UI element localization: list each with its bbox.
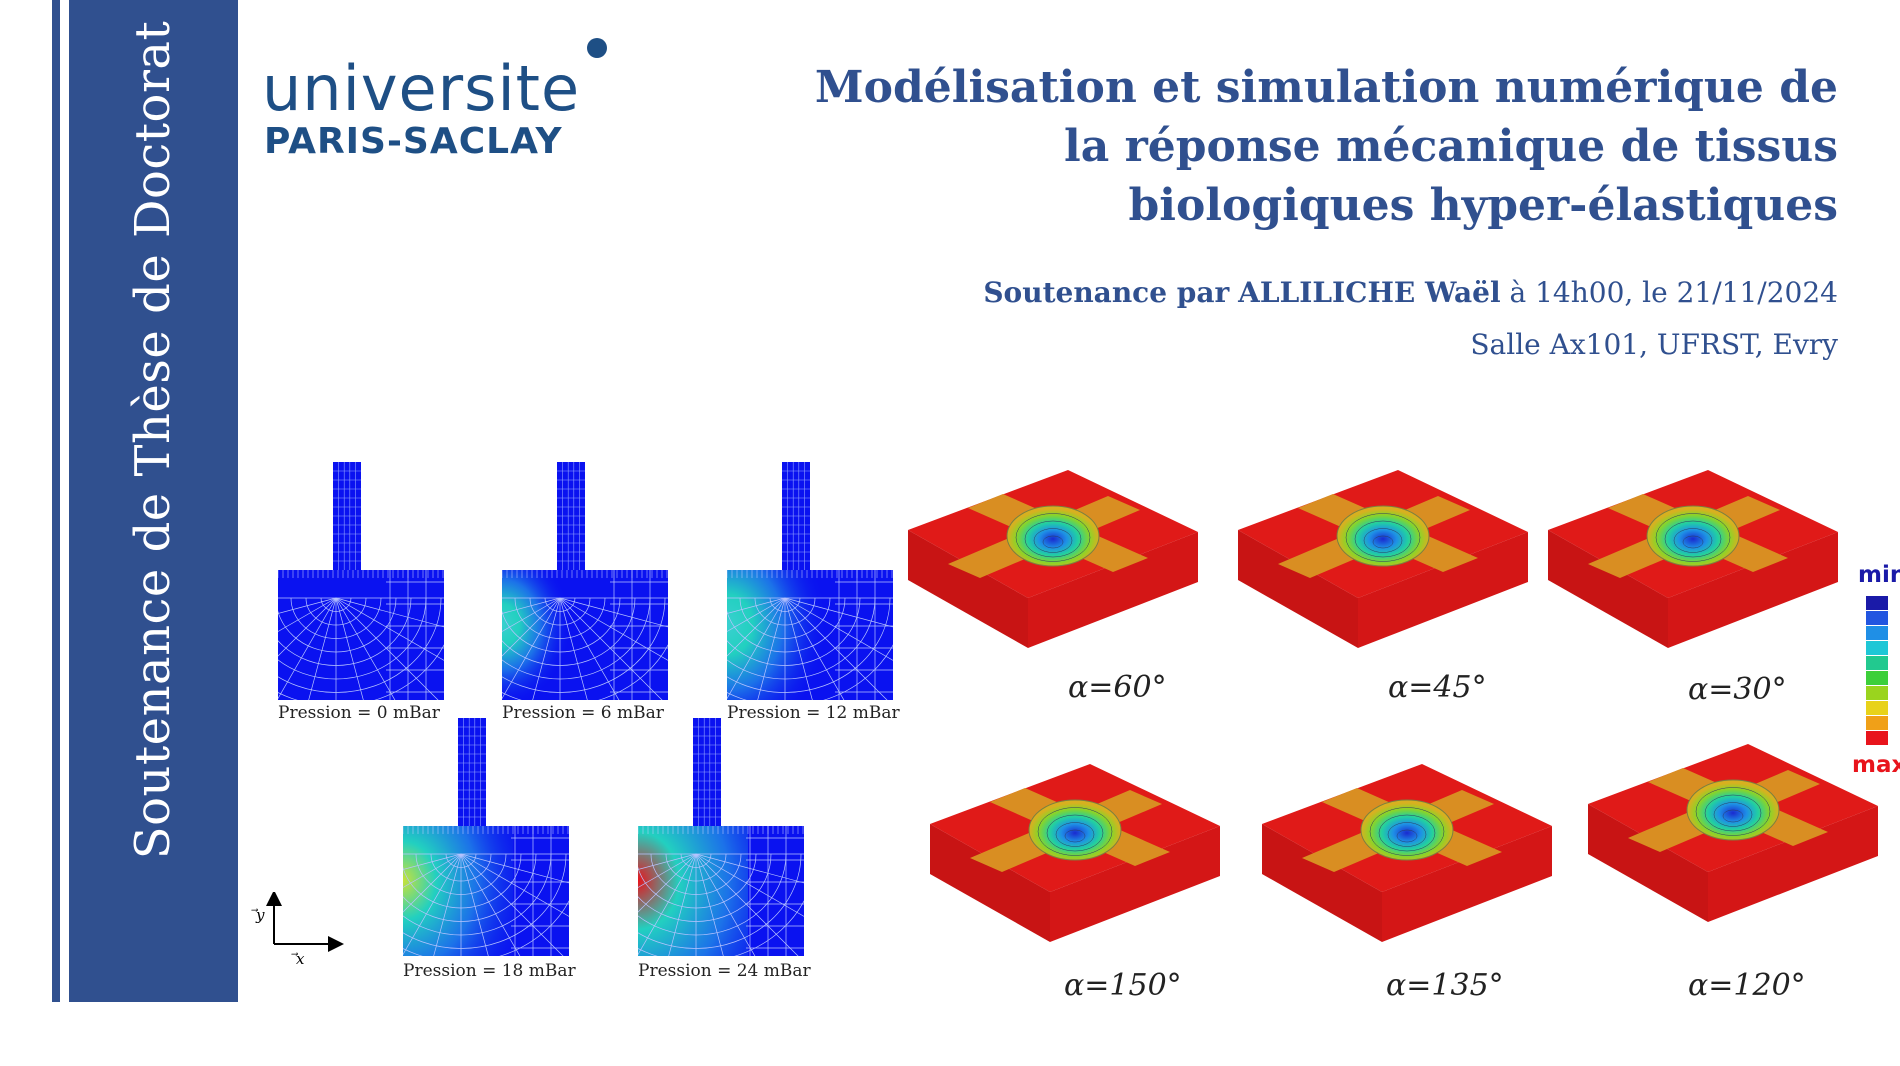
simulation-panel-3 bbox=[930, 764, 1220, 948]
thesis-title-line2: la réponse mécanique de tissus bbox=[1064, 121, 1838, 172]
colorbar-step bbox=[1866, 686, 1888, 700]
colorbar-step bbox=[1866, 596, 1888, 610]
colorbar-max-label: max bbox=[1852, 752, 1900, 778]
axis-x-label: ⃗x bbox=[296, 950, 305, 968]
simulation-caption-2: α=30° bbox=[1688, 672, 1787, 707]
mesh-panel-3 bbox=[403, 718, 569, 956]
axes-indicator: ⃗y ⃗x bbox=[256, 890, 346, 972]
simulation-caption-4: α=135° bbox=[1386, 968, 1504, 1003]
thesis-title: Modélisation et simulation numérique de … bbox=[788, 58, 1838, 235]
thesis-title-line1: Modélisation et simulation numérique de bbox=[814, 62, 1838, 113]
colorbar-step bbox=[1866, 716, 1888, 730]
mesh-caption-3: Pression = 18 mBar bbox=[403, 961, 576, 981]
colorbar-step bbox=[1866, 626, 1888, 640]
simulation-panel-0 bbox=[908, 470, 1198, 654]
logo-dot-icon bbox=[587, 38, 607, 58]
defense-location: Salle Ax101, UFRST, Evry bbox=[1470, 328, 1838, 361]
colorbar-step bbox=[1866, 701, 1888, 715]
axis-y-label: ⃗y bbox=[256, 906, 265, 924]
mesh-panel-1 bbox=[502, 462, 668, 700]
colorbar-step bbox=[1866, 731, 1888, 745]
logo-line1: universite bbox=[262, 52, 581, 125]
colorbar-step bbox=[1866, 671, 1888, 685]
simulation-panel-4 bbox=[1262, 764, 1552, 948]
simulation-panel-5 bbox=[1588, 744, 1878, 928]
colorbar-step bbox=[1866, 641, 1888, 655]
sidebar-band bbox=[69, 0, 238, 1002]
defense-prefix: Soutenance par bbox=[983, 276, 1230, 309]
colorbar: min max bbox=[1852, 562, 1900, 782]
colorbar-scale bbox=[1866, 596, 1888, 746]
defense-time: à 14h00, le 21/11/2024 bbox=[1509, 276, 1839, 309]
sidebar-accent-stripe bbox=[52, 0, 60, 1002]
colorbar-step bbox=[1866, 656, 1888, 670]
simulation-caption-3: α=150° bbox=[1064, 968, 1182, 1003]
colorbar-min-label: min bbox=[1858, 562, 1900, 588]
mesh-caption-2: Pression = 12 mBar bbox=[727, 703, 900, 723]
logo-line2: PARIS-SACLAY bbox=[264, 121, 563, 162]
defense-author: ALLILICHE Waël bbox=[1238, 276, 1501, 309]
mesh-panel-0 bbox=[278, 462, 444, 700]
simulation-caption-0: α=60° bbox=[1068, 670, 1167, 705]
simulation-caption-5: α=120° bbox=[1688, 968, 1806, 1003]
defense-info: Soutenance par ALLILICHE Waël à 14h00, l… bbox=[983, 276, 1838, 309]
simulation-caption-1: α=45° bbox=[1388, 670, 1487, 705]
mesh-panel-2 bbox=[727, 462, 893, 700]
simulation-panel-2 bbox=[1548, 470, 1838, 654]
mesh-caption-0: Pression = 0 mBar bbox=[278, 703, 440, 723]
sidebar-vertical-title: Soutenance de Thèse de Doctorat bbox=[125, 20, 181, 860]
mesh-caption-1: Pression = 6 mBar bbox=[502, 703, 664, 723]
colorbar-step bbox=[1866, 611, 1888, 625]
mesh-panel-4 bbox=[638, 718, 804, 956]
university-logo: universite PARIS-SACLAY bbox=[262, 38, 622, 168]
mesh-caption-4: Pression = 24 mBar bbox=[638, 961, 811, 981]
simulation-panel-1 bbox=[1238, 470, 1528, 654]
thesis-title-line3: biologiques hyper-élastiques bbox=[1128, 180, 1838, 231]
